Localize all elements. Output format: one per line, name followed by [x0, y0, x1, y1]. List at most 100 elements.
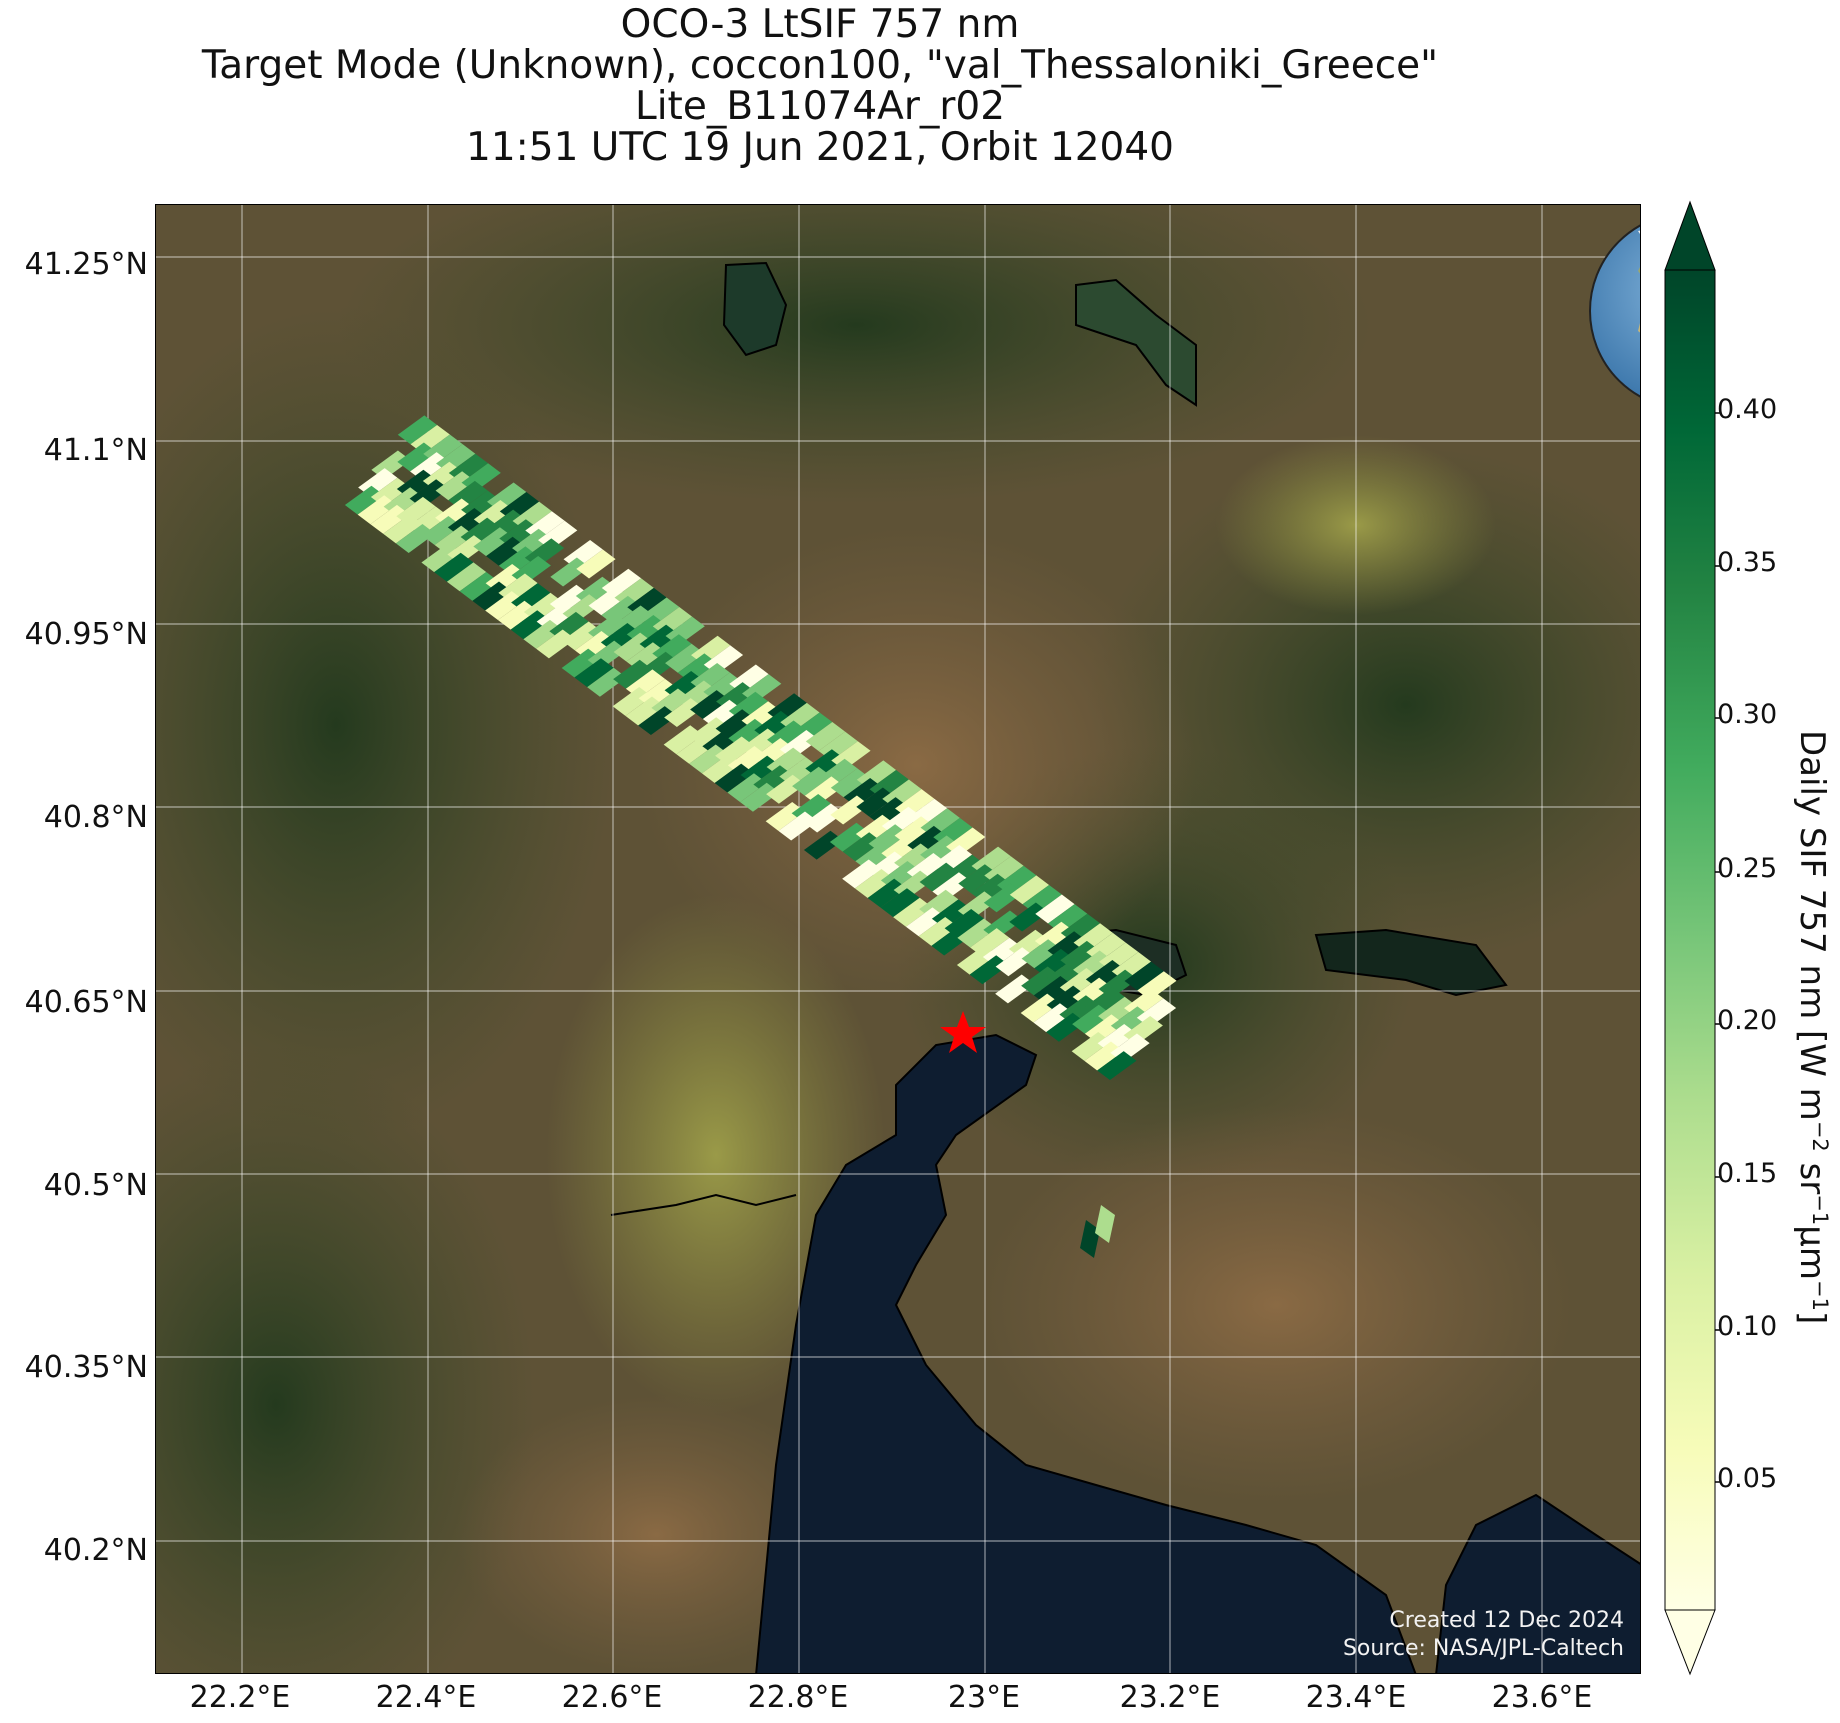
sif-sounding	[1035, 894, 1075, 924]
sif-sounding	[434, 552, 474, 582]
brown-central	[636, 525, 1196, 1005]
colorbar-label: Daily SIF 757 nm [W m−2 sr−1μm−1]	[1791, 730, 1833, 1324]
sif-sounding	[395, 524, 436, 553]
sif-sounding	[472, 581, 512, 611]
colorbar-label-part: ]	[1791, 1310, 1832, 1325]
sif-sounding	[714, 763, 754, 793]
sif-sounding	[1046, 1012, 1086, 1042]
colorbar-label-exp: −2	[1808, 1120, 1833, 1152]
target-star-marker	[940, 1011, 986, 1053]
colorbar-label-part: Daily SIF 757 nm [W m	[1791, 730, 1832, 1121]
sif-sounding	[1080, 1220, 1100, 1258]
lon-tick-label: 22.2°E	[189, 1680, 291, 1715]
sif-sounding	[842, 859, 882, 889]
sif-sounding	[421, 516, 462, 545]
sif-sounding	[523, 619, 563, 649]
sif-sounding	[880, 888, 920, 918]
globe-greenland	[1638, 230, 1640, 234]
sif-sounding	[931, 926, 971, 956]
colorbar-tick-label: 0.15	[1717, 1158, 1778, 1189]
colorbar-tick-label: 0.10	[1717, 1311, 1778, 1342]
colorbar-extend-bottom	[1664, 1609, 1716, 1676]
sif-sounding	[588, 586, 628, 616]
sif-sounding	[919, 862, 959, 892]
sif-sounding	[536, 629, 576, 659]
sif-sounding	[766, 774, 806, 804]
sif-sounding	[485, 591, 525, 621]
sif-sounding	[689, 744, 729, 774]
sif-sounding	[918, 916, 958, 946]
colorbar	[1664, 200, 1720, 1676]
sif-sounding	[1072, 1004, 1112, 1034]
sif-sounding	[957, 918, 997, 948]
sif-sounding	[1033, 1003, 1073, 1033]
sif-sounding	[701, 754, 742, 783]
colorbar-tick-label: 0.40	[1717, 394, 1778, 425]
title-line-3: Lite_B11074Ar_r02	[634, 84, 1006, 129]
satellite-map	[156, 205, 1640, 1673]
sif-sounding	[344, 485, 385, 515]
sif-sounding	[1009, 875, 1050, 905]
lat-tick-label: 40.65°N	[24, 985, 148, 1020]
sif-sounding	[969, 955, 1009, 985]
colorbar-label-exp: −1	[1808, 1194, 1833, 1226]
sif-sounding	[1097, 1051, 1137, 1081]
credit-created: Created 12 Dec 2024	[1389, 1608, 1624, 1633]
sif-sounding	[830, 768, 871, 798]
colorbar-tick-label: 0.20	[1717, 1005, 1778, 1036]
sif-sounding	[1021, 966, 1061, 996]
lon-tick-label: 23.2°E	[1119, 1680, 1221, 1715]
sif-sounding	[1084, 1041, 1124, 1071]
sif-sounding	[778, 811, 818, 841]
colorbar-label-exp: −1	[1808, 1280, 1833, 1311]
colorbar-label-part: sr	[1791, 1151, 1832, 1195]
sif-sounding	[562, 621, 602, 651]
lon-tick-label: 23°E	[947, 1680, 1021, 1715]
globe-europe	[1638, 267, 1640, 274]
title-line-4: 11:51 UTC 19 Jun 2021, Orbit 12040	[466, 125, 1174, 170]
lake-volvi	[1314, 928, 1508, 997]
sif-sounding	[370, 504, 410, 534]
sif-sounding	[510, 610, 550, 640]
sif-sounding	[663, 725, 703, 755]
inset-globe	[1589, 224, 1640, 398]
lat-tick-label: 41.25°N	[24, 247, 148, 282]
map-panel[interactable]: Created 12 Dec 2024 Source: NASA/JPL-Cal…	[155, 204, 1641, 1674]
sif-sounding	[561, 648, 601, 678]
lat-tick-label: 41.1°N	[43, 433, 148, 468]
credit: Created 12 Dec 2024 Source: NASA/JPL-Cal…	[1343, 1607, 1624, 1663]
sif-sounding	[690, 690, 730, 720]
sif-sounding	[893, 897, 933, 927]
sif-sounding	[435, 471, 475, 501]
sif-sounding	[587, 667, 627, 697]
sif-sounding	[397, 442, 437, 472]
colorbar-tick-label: 0.05	[1717, 1463, 1778, 1494]
forest-southwest	[156, 1045, 536, 1673]
sif-sounding	[550, 557, 590, 587]
sif-sounding	[446, 562, 487, 592]
sif-sounding	[856, 787, 896, 817]
sif-sounding	[995, 947, 1035, 977]
sif-sounding	[956, 945, 997, 975]
sif-sounding	[792, 766, 832, 796]
sif-sounding	[803, 830, 844, 860]
globe-africa	[1638, 323, 1640, 333]
sif-sounding	[421, 543, 461, 573]
title-line-2: Target Mode (Unknown), coccon100, "val_T…	[201, 43, 1439, 88]
credit-source: Source: NASA/JPL-Caltech	[1342, 1636, 1624, 1661]
sif-sounding	[665, 643, 705, 673]
sif-sounding	[727, 773, 767, 803]
sif-sounding	[1009, 902, 1049, 932]
sif-sounding	[995, 974, 1035, 1004]
lon-tick-label: 22.6°E	[561, 1680, 663, 1715]
lat-tick-label: 40.8°N	[43, 800, 148, 835]
sif-sounding	[486, 536, 526, 566]
sif-sounding	[983, 883, 1024, 913]
sif-sounding	[612, 686, 652, 716]
gulf-west-shore	[610, 1193, 797, 1216]
lon-tick-label: 23.6°E	[1491, 1680, 1593, 1715]
thermaic-gulf	[755, 1033, 1417, 1673]
colorbar-tick-label: 0.30	[1717, 699, 1778, 730]
lat-tick-label: 40.5°N	[43, 1168, 148, 1203]
lat-tick-label: 40.2°N	[43, 1533, 148, 1568]
